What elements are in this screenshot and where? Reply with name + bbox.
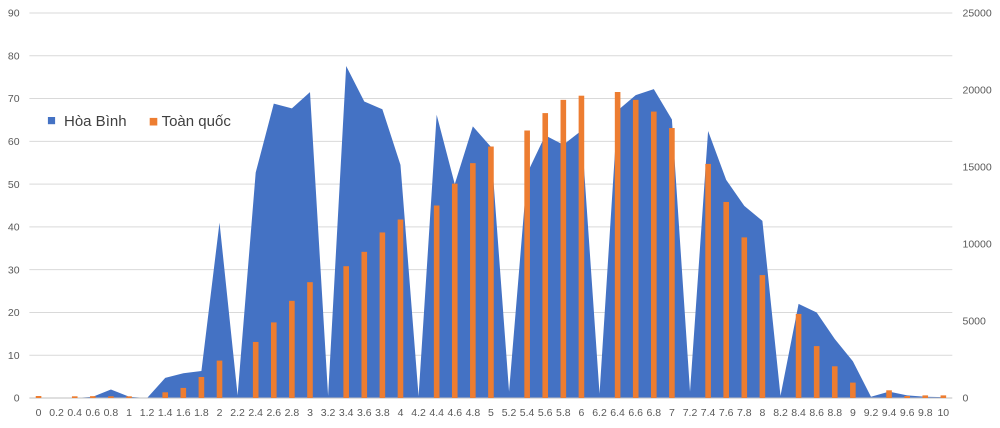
svg-text:50: 50: [8, 179, 20, 191]
svg-text:0.8: 0.8: [104, 407, 119, 419]
svg-text:4.8: 4.8: [466, 407, 481, 419]
svg-text:60: 60: [8, 136, 20, 148]
svg-text:7: 7: [669, 407, 675, 419]
svg-text:7.6: 7.6: [719, 407, 734, 419]
svg-text:1: 1: [126, 407, 132, 419]
svg-text:8.4: 8.4: [791, 407, 806, 419]
svg-text:20000: 20000: [963, 85, 992, 97]
svg-text:3.6: 3.6: [357, 407, 372, 419]
svg-text:20: 20: [8, 307, 20, 319]
svg-text:0.6: 0.6: [85, 407, 100, 419]
svg-text:0: 0: [963, 393, 969, 405]
svg-text:9: 9: [850, 407, 856, 419]
svg-text:2.8: 2.8: [285, 407, 300, 419]
svg-text:9.2: 9.2: [864, 407, 879, 419]
svg-text:6: 6: [578, 407, 584, 419]
svg-text:1.8: 1.8: [194, 407, 209, 419]
svg-text:5.6: 5.6: [538, 407, 553, 419]
svg-text:3.8: 3.8: [375, 407, 390, 419]
svg-text:0: 0: [36, 407, 42, 419]
svg-text:4: 4: [398, 407, 404, 419]
svg-text:6.6: 6.6: [628, 407, 643, 419]
svg-text:4.4: 4.4: [429, 407, 444, 419]
svg-text:9.8: 9.8: [918, 407, 933, 419]
svg-text:6.8: 6.8: [646, 407, 661, 419]
svg-text:70: 70: [8, 93, 20, 105]
svg-text:10: 10: [937, 407, 949, 419]
svg-text:3.4: 3.4: [339, 407, 354, 419]
svg-text:7.4: 7.4: [701, 407, 716, 419]
svg-text:0: 0: [14, 393, 20, 405]
svg-text:5: 5: [488, 407, 494, 419]
svg-text:8.6: 8.6: [809, 407, 824, 419]
svg-text:3: 3: [307, 407, 313, 419]
svg-text:15000: 15000: [963, 162, 992, 174]
svg-text:1.4: 1.4: [158, 407, 173, 419]
svg-text:7.2: 7.2: [683, 407, 698, 419]
svg-text:80: 80: [8, 51, 20, 63]
svg-text:9.6: 9.6: [900, 407, 915, 419]
svg-text:1.6: 1.6: [176, 407, 191, 419]
svg-text:4.6: 4.6: [447, 407, 462, 419]
svg-text:5000: 5000: [963, 316, 987, 328]
svg-text:8.2: 8.2: [773, 407, 788, 419]
svg-text:30: 30: [8, 264, 20, 276]
svg-text:8.8: 8.8: [827, 407, 842, 419]
svg-text:Toàn quốc: Toàn quốc: [162, 113, 232, 130]
svg-text:6.4: 6.4: [610, 407, 625, 419]
svg-text:10: 10: [8, 350, 20, 362]
svg-text:8: 8: [759, 407, 765, 419]
svg-text:2: 2: [217, 407, 223, 419]
svg-text:40: 40: [8, 222, 20, 234]
svg-text:3.2: 3.2: [321, 407, 336, 419]
svg-text:9.4: 9.4: [882, 407, 897, 419]
svg-text:0.2: 0.2: [49, 407, 64, 419]
svg-text:0.4: 0.4: [67, 407, 82, 419]
svg-text:2.2: 2.2: [230, 407, 245, 419]
svg-text:Hòa Bình: Hòa Bình: [64, 113, 127, 130]
svg-text:5.2: 5.2: [502, 407, 517, 419]
svg-text:7.8: 7.8: [737, 407, 752, 419]
svg-text:5.8: 5.8: [556, 407, 571, 419]
svg-text:6.2: 6.2: [592, 407, 607, 419]
svg-text:2.4: 2.4: [248, 407, 263, 419]
svg-text:2.6: 2.6: [266, 407, 281, 419]
svg-text:4.2: 4.2: [411, 407, 426, 419]
svg-text:1.2: 1.2: [140, 407, 155, 419]
svg-text:90: 90: [8, 8, 20, 20]
svg-text:25000: 25000: [963, 8, 992, 20]
svg-text:10000: 10000: [963, 239, 992, 251]
svg-text:5.4: 5.4: [520, 407, 535, 419]
